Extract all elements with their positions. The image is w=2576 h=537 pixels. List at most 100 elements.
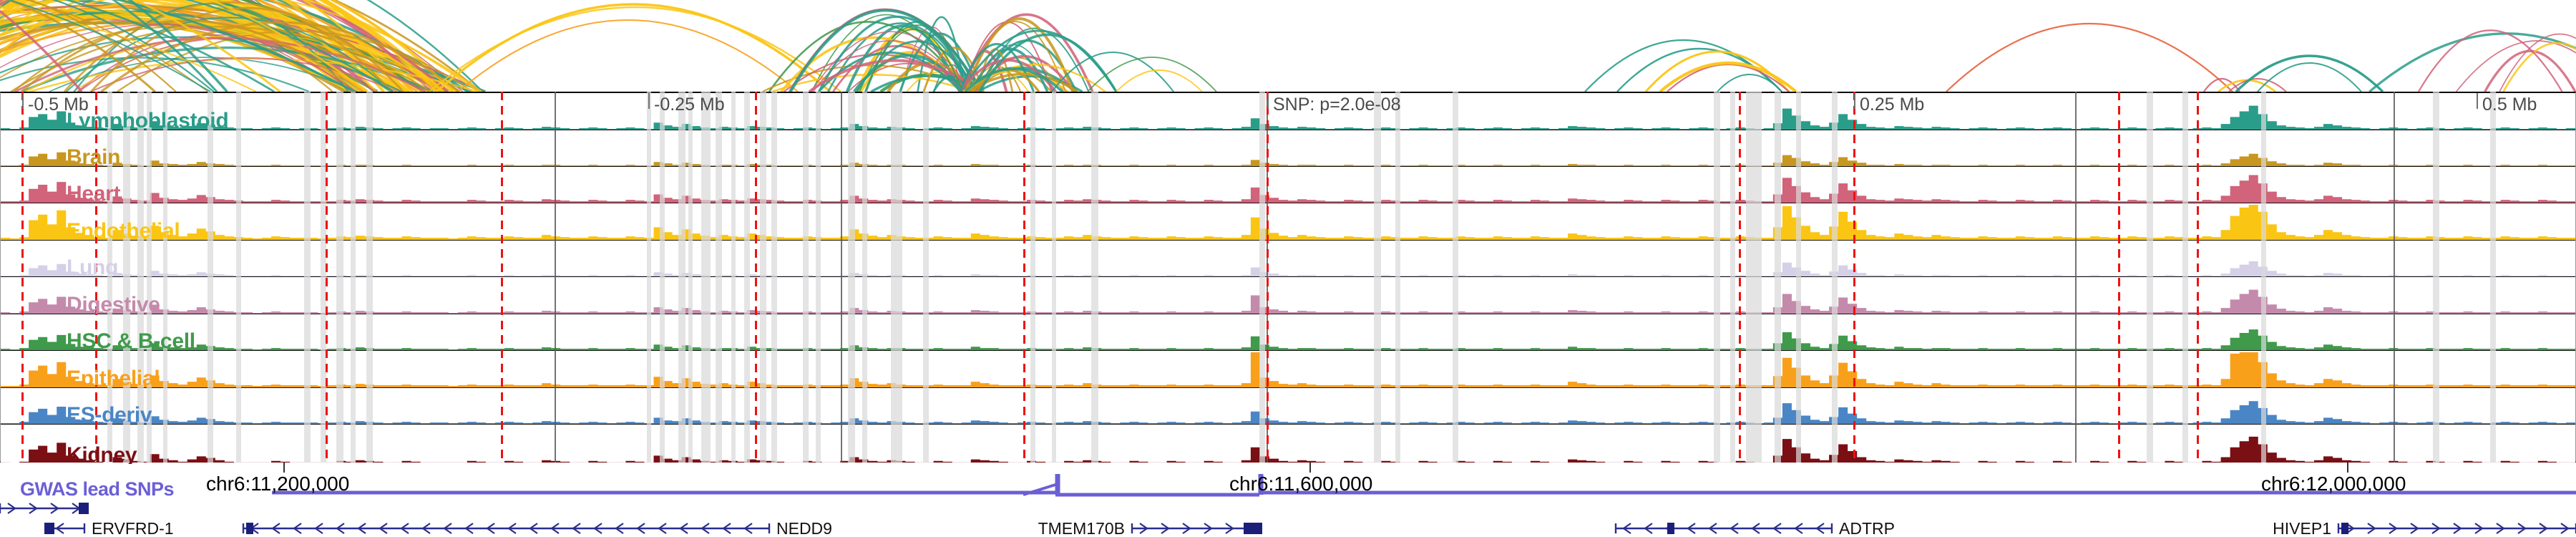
- interaction-arc: [2484, 49, 2576, 92]
- strand-arrow: [1622, 523, 1631, 534]
- interaction-arc: [6, 0, 156, 92]
- gene-label: TMEM170B: [1038, 519, 1125, 537]
- interaction-arc: [185, 0, 394, 92]
- interaction-arc: [2235, 54, 2384, 92]
- interaction-arc: [112, 0, 218, 92]
- gene-ervfrd-1b[interactable]: ERVFRD-1b: [0, 500, 89, 518]
- interaction-arc: [0, 36, 402, 92]
- interaction-arc: [21, 46, 434, 92]
- signal-profile: [1, 436, 2575, 464]
- strand-arrow: [615, 523, 624, 534]
- gwas-lead-snps-track[interactable]: [0, 463, 2576, 505]
- interaction-arc: [7, 0, 211, 92]
- strand-arrow: [1729, 523, 1739, 534]
- strand-arrow: [743, 523, 753, 534]
- gene-ervfrd-1[interactable]: ERVFRD-1: [44, 519, 174, 537]
- signal-profile: [1, 105, 2575, 130]
- strand-arrow: [1772, 523, 1782, 534]
- track-brain[interactable]: Brain: [1, 130, 2575, 167]
- strand-arrow: [658, 523, 667, 534]
- interaction-arc: [856, 40, 978, 92]
- interaction-arc: [1051, 52, 1174, 92]
- strand-arrow: [486, 523, 495, 534]
- interaction-arc: [63, 0, 275, 92]
- track-label-endothelial: Endothelial: [67, 219, 180, 241]
- track-es-deriv[interactable]: ES-deriv: [1, 388, 2575, 425]
- strand-arrow: [357, 523, 366, 534]
- interaction-arc: [435, 3, 831, 92]
- track-lung[interactable]: Lung: [1, 241, 2575, 277]
- strand-arrow: [2560, 523, 2570, 534]
- interaction-arc: [964, 17, 1075, 92]
- signal-profile: [1, 401, 2575, 424]
- interaction-arc: [0, 13, 361, 92]
- strand-arrow: [593, 523, 602, 534]
- strand-arrow: [443, 523, 452, 534]
- interaction-arc: [208, 0, 368, 92]
- strand-arrow: [550, 523, 560, 534]
- exon-block: [246, 523, 253, 534]
- gene-tmem170b[interactable]: TMEM170B: [1038, 519, 1262, 537]
- interaction-arc: [1717, 74, 1782, 92]
- track-heart[interactable]: Heart: [1, 167, 2575, 203]
- track-label-es-deriv: ES-deriv: [67, 403, 152, 425]
- track-label-epithelial: Epithelial: [67, 367, 160, 388]
- track-kidney[interactable]: Kidney: [1, 425, 2575, 464]
- signal-profile: [1, 352, 2575, 387]
- ruler-label: -0.5 Mb: [28, 95, 89, 115]
- signal-area: [1, 436, 2575, 464]
- coordinate-label: chr6:12,000,000: [2261, 473, 2406, 495]
- strand-arrow: [722, 523, 731, 534]
- strand-arrow: [2367, 523, 2376, 534]
- strand-arrow: [421, 523, 431, 534]
- interaction-arc: [2257, 62, 2362, 92]
- track-endothelial[interactable]: Endothelial: [1, 203, 2575, 241]
- interaction-arc: [768, 21, 968, 92]
- strand-arrow: [679, 523, 688, 534]
- gene-adtrp[interactable]: ADTRP: [1614, 519, 1895, 537]
- ruler-label: 0.5 Mb: [2482, 95, 2537, 115]
- interaction-arc: [967, 72, 1079, 92]
- strand-arrow: [2474, 523, 2484, 534]
- interaction-arc: [2228, 78, 2287, 92]
- strand-arrow: [464, 523, 474, 534]
- gene-nedd9[interactable]: NEDD9: [242, 519, 832, 537]
- signal-area: [1, 105, 2575, 130]
- interaction-arc: [0, 0, 433, 92]
- strand-arrow: [1644, 523, 1653, 534]
- strand-arrow: [2410, 523, 2419, 534]
- strand-arrow: [2539, 523, 2548, 534]
- ruler-tick: [22, 93, 24, 109]
- track-label-kidney: Kidney: [67, 443, 137, 465]
- gene-hivep1[interactable]: HIVEP1: [2273, 519, 2576, 537]
- gene-annotation-track[interactable]: ERVFRD-1bERVFRD-1 NEDD9 TMEM170B ADTRP HIVEP…: [0, 500, 2576, 537]
- track-epithelial[interactable]: Epithelial: [1, 351, 2575, 388]
- ruler-tick: [648, 93, 650, 109]
- coordinate-tick: [1309, 463, 1311, 473]
- annotation-panel: GWAS lead SNPs ERVFRD-1bERVFRD-1 NEDD9 TME…: [0, 463, 2576, 537]
- strand-arrow: [336, 523, 345, 534]
- interaction-arc: [283, 0, 385, 92]
- strand-arrow: [1182, 523, 1191, 534]
- interaction-arc: [959, 43, 1035, 92]
- strand-arrow: [2496, 523, 2505, 534]
- exon-block: [44, 523, 54, 534]
- signal-area: [1, 401, 2575, 424]
- interaction-arc: [1667, 64, 1790, 92]
- coordinate-tick: [283, 463, 285, 473]
- strand-arrow: [55, 523, 64, 534]
- strand-arrow: [2389, 523, 2398, 534]
- ruler-label: -0.25 Mb: [654, 95, 725, 115]
- track-digestive[interactable]: Digestive: [1, 277, 2575, 314]
- signal-profile: [1, 289, 2575, 314]
- track-hsc-b-cell[interactable]: HSC & B-cell: [1, 314, 2575, 351]
- interaction-arc: [0, 0, 408, 92]
- interaction-arc: [972, 44, 1054, 92]
- strand-arrow: [1204, 523, 1213, 534]
- exon-block: [79, 503, 89, 514]
- signal-area: [1, 261, 2575, 276]
- interaction-arc: [429, 6, 841, 92]
- track-lymphoblastoid[interactable]: Lymphoblastoid -0.5 Mb -0.25 Mb SNP: p=2.0e…: [1, 93, 2575, 130]
- interaction-arc: [2203, 78, 2240, 92]
